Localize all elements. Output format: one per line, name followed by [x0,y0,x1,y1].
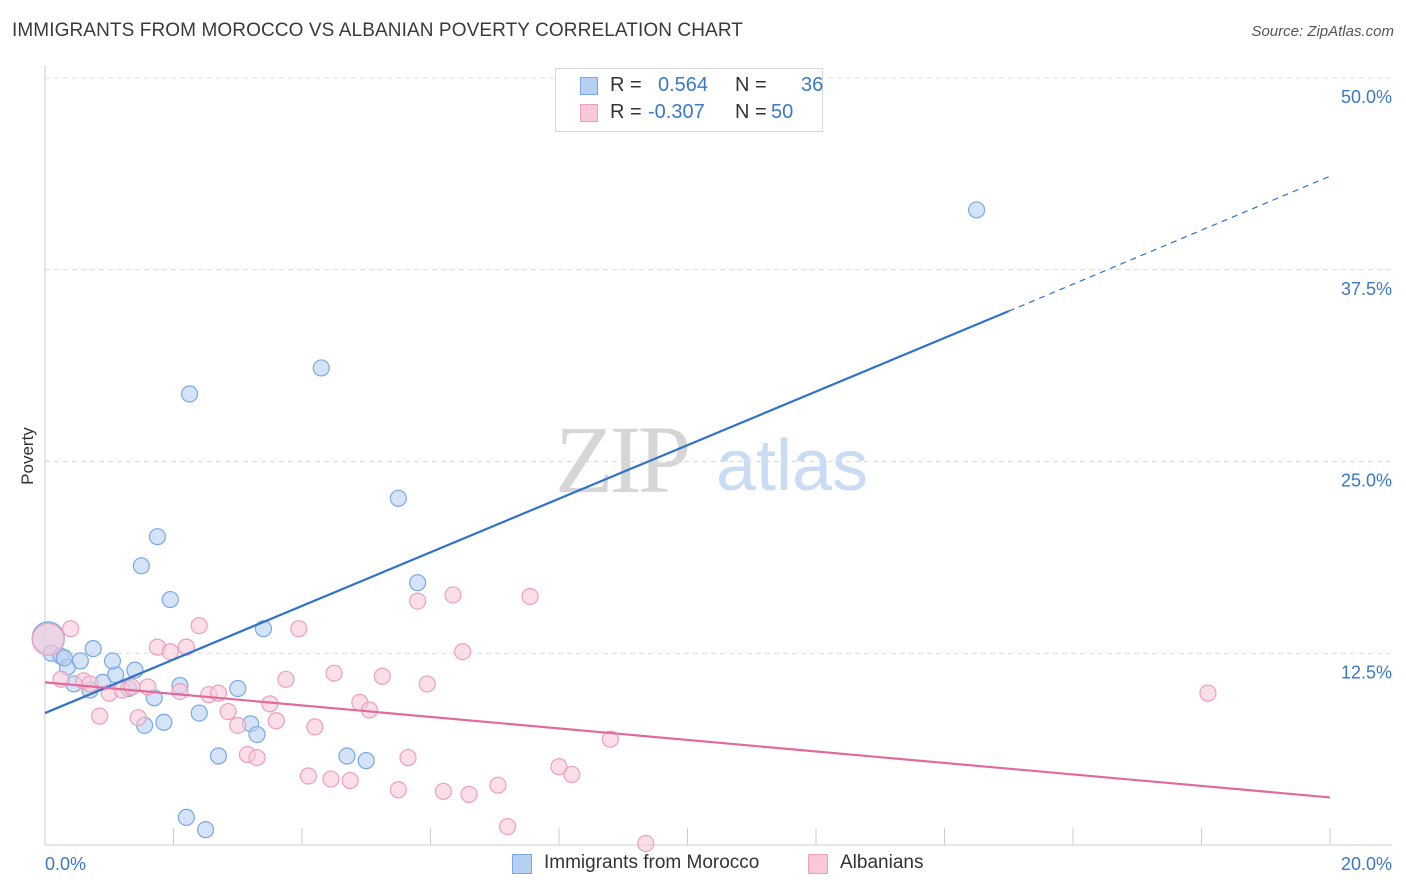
y-tick-label: 37.5% [1341,279,1392,299]
series-legend-label-morocco: Immigrants from Morocco [544,852,760,873]
data-point-morocco [357,752,375,770]
data-point-albanians [81,675,99,693]
data-point-albanians [444,586,462,604]
data-point-morocco [71,652,89,670]
series-legend: Immigrants from Morocco Albanians [0,852,1406,878]
data-point-albanians [129,709,147,727]
source-label: Source: ZipAtlas.com [1251,23,1394,40]
series-swatch-morocco [512,854,532,874]
data-point-morocco [103,652,122,670]
legend-r-label: R = [610,74,642,96]
data-point-albanians [489,776,507,794]
data-point-morocco [312,359,330,377]
trend-line-albanians [44,681,1331,799]
y-tick-label: 25.0% [1341,471,1392,491]
legend-n-value-morocco: 36 [801,74,824,96]
data-point-morocco [177,808,195,826]
data-point-morocco [55,649,73,667]
legend-swatch-morocco [580,77,598,95]
data-point-albanians [267,712,285,730]
data-point-morocco [84,640,102,658]
stats-legend: R = 0.564 N = 36 R = -0.307 N = 50 [555,68,823,132]
legend-n-label: N = [735,74,767,96]
data-point-albanians [454,643,472,661]
data-point-morocco [389,489,407,507]
legend-r-label: R = [610,101,642,123]
data-point-albanians [341,771,359,790]
data-point-morocco [148,528,167,546]
series-swatch-albanians [808,854,828,874]
series-legend-label-albanians: Albanians [840,852,924,873]
legend-r-value-morocco: 0.564 [658,74,709,96]
y-tick-label: 12.5% [1341,662,1392,682]
data-point-albanians [409,592,427,610]
data-point-albanians [601,730,620,748]
watermark-zip: ZIP [555,406,688,513]
data-point-albanians [277,670,295,688]
data-point-albanians [499,817,517,836]
data-point-albanians [248,748,266,767]
legend-n-value-albanians: 50 [771,101,794,123]
data-point-albanians [62,620,80,638]
data-point-albanians [1199,684,1217,702]
x-tick-label-min: 0.0% [45,854,86,874]
data-point-morocco [180,385,199,403]
legend-r-value-albanians: -0.307 [648,101,705,123]
legend-swatch-albanians [580,104,598,122]
data-point-albanians [399,748,417,767]
data-point-albanians [373,667,391,685]
data-point-morocco [132,557,150,575]
data-point-albanians [550,758,568,776]
data-point-morocco [248,725,266,744]
data-point-morocco [968,201,986,219]
data-point-albanians [219,702,237,721]
watermark-atlas: atlas [716,426,868,506]
data-point-morocco [338,747,356,765]
data-point-albanians [322,770,340,788]
data-point-albanians [171,682,189,701]
data-point-morocco [155,713,173,731]
data-point-morocco [190,704,208,722]
data-point-albanians [123,678,141,696]
data-point-albanians [290,620,308,638]
data-point-morocco [197,821,215,839]
data-point-albanians [306,718,324,736]
x-tick-label-max: 20.0% [1341,854,1392,874]
data-point-albanians [229,716,247,734]
data-point-morocco [409,574,427,592]
trend-line-morocco-projection [1008,175,1331,312]
data-point-albanians [389,781,407,799]
data-point-albanians [563,765,581,784]
legend-n-label: N = [735,101,767,123]
data-point-albanians [325,664,343,682]
data-point-morocco [209,747,228,765]
data-point-morocco [161,590,179,609]
data-point-albanians [31,622,65,657]
data-point-albanians [521,587,539,606]
data-point-albanians [434,782,452,800]
data-point-albanians [460,785,478,803]
chart-title: IMMIGRANTS FROM MOROCCO VS ALBANIAN POVE… [12,20,744,41]
trend-line-morocco [44,310,1010,715]
y-tick-label: 50.0% [1341,87,1392,107]
data-point-albanians [299,767,318,785]
data-point-albanians [637,834,655,853]
data-point-albanians [418,675,436,693]
data-point-albanians [190,617,208,635]
data-point-morocco [229,679,247,698]
data-point-albanians [91,707,109,725]
